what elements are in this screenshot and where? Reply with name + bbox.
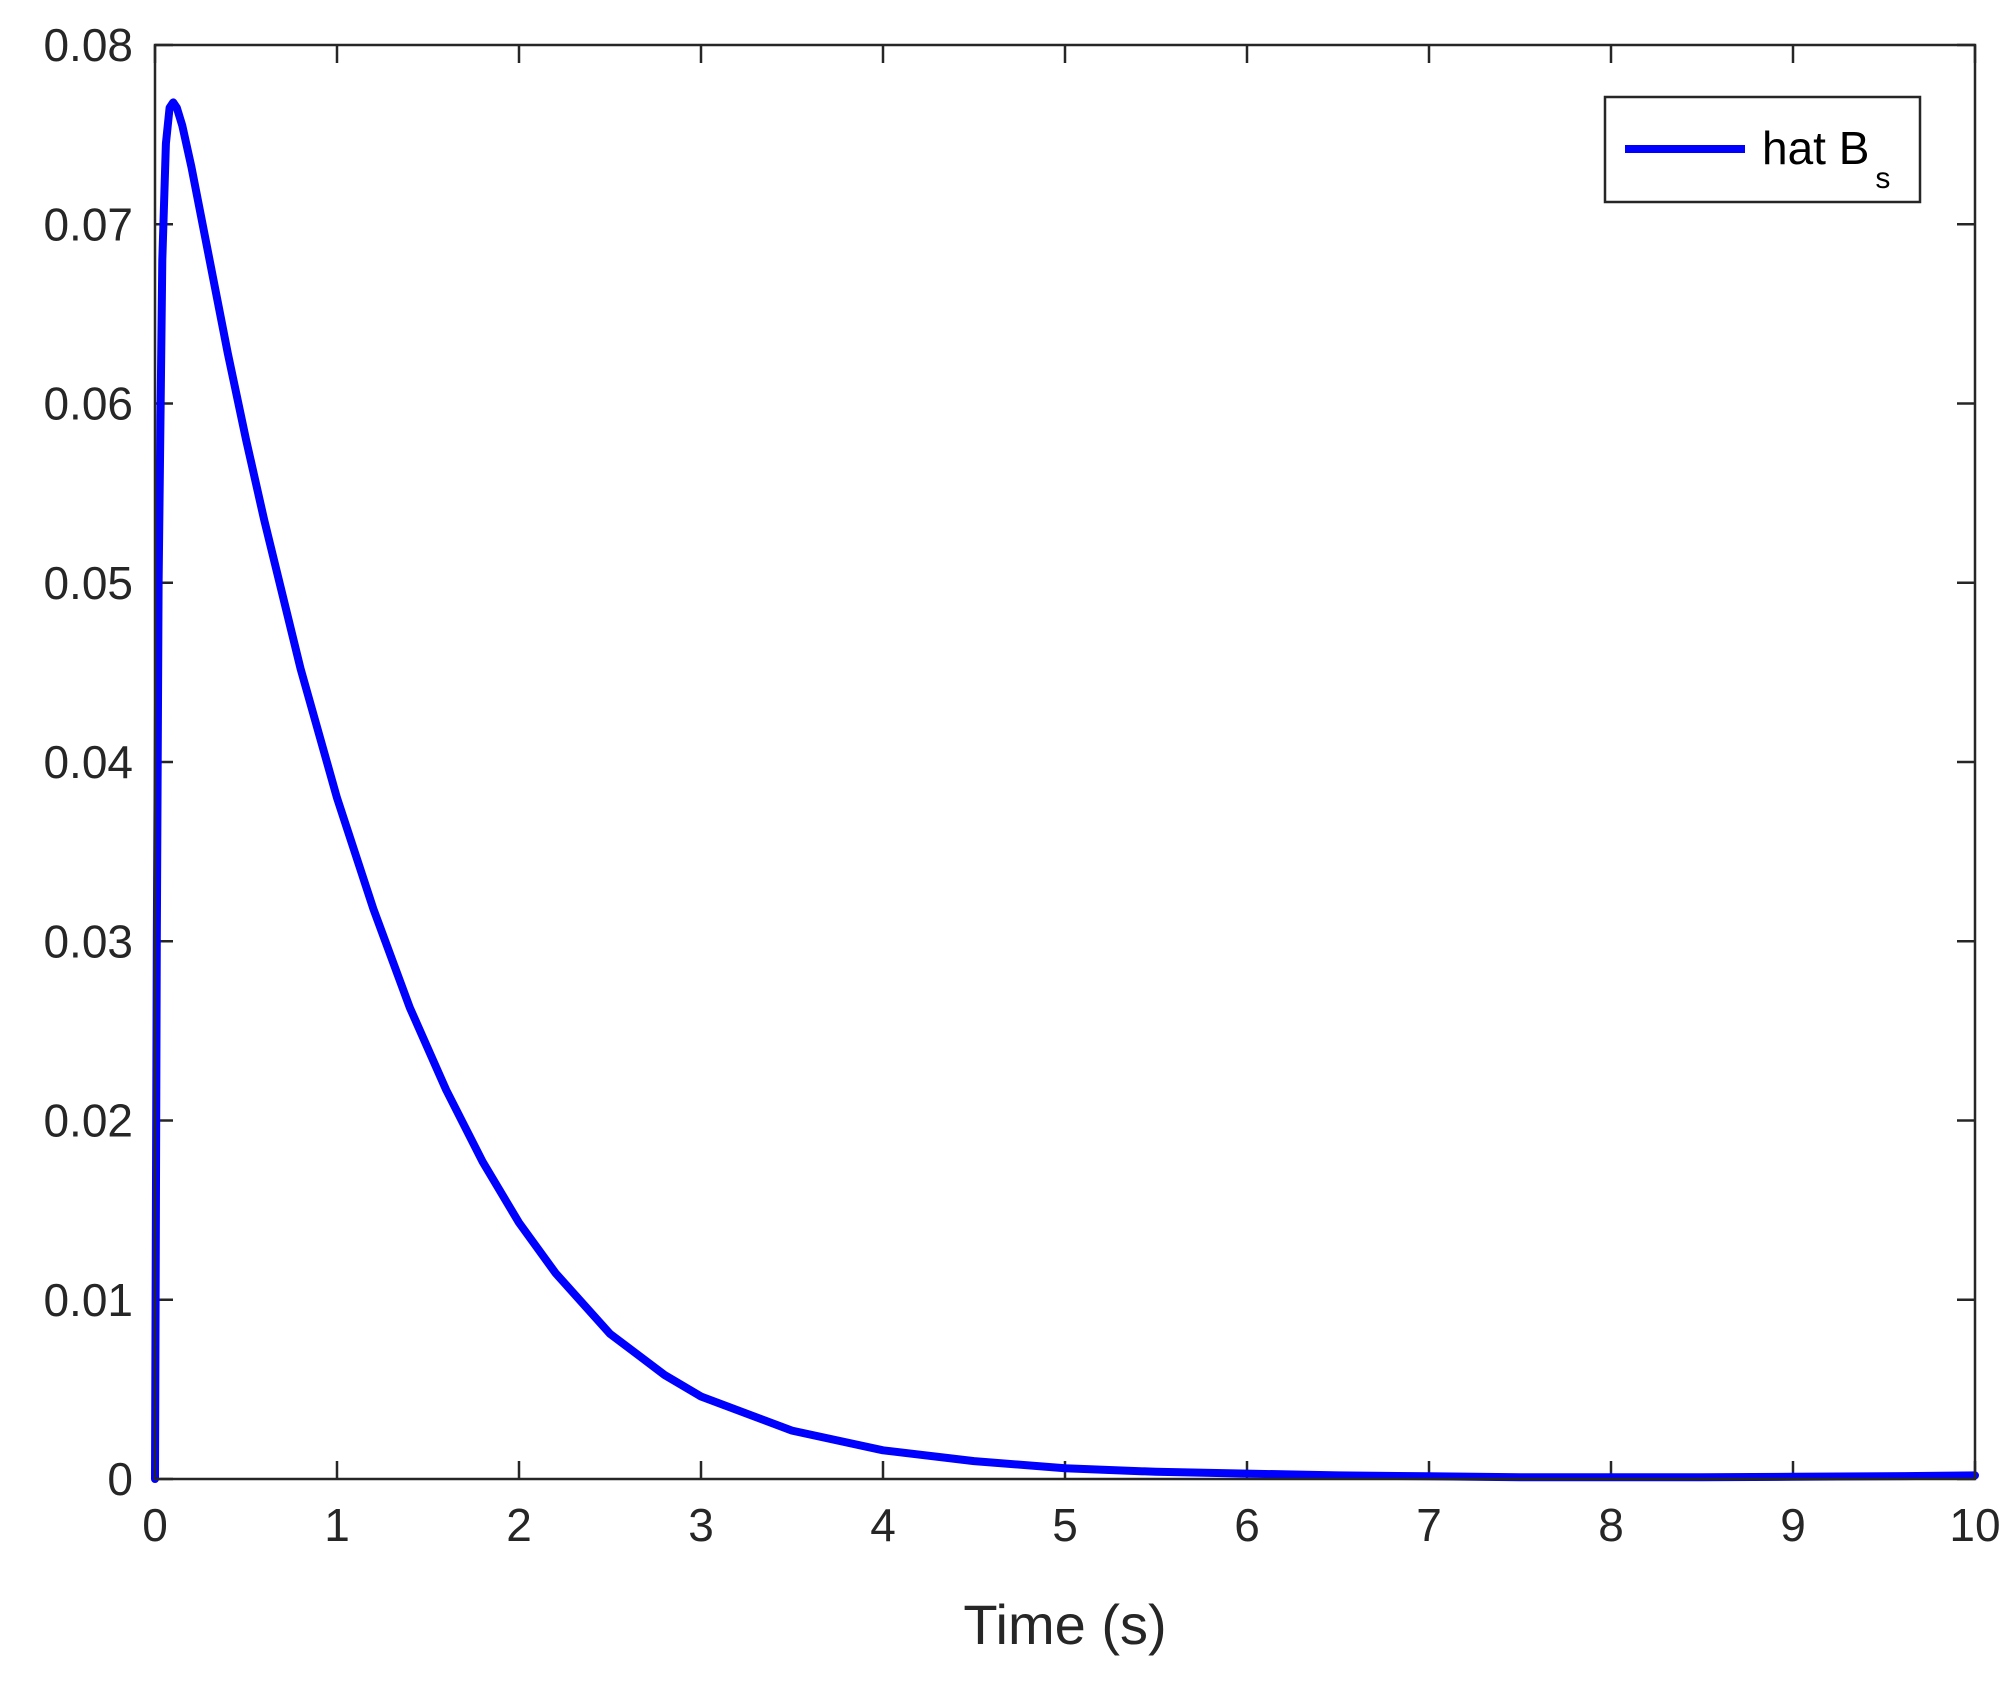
y-tick-label: 0.06: [43, 378, 133, 430]
x-tick-labels: 0 1 2 3 4 5 6 7 8 9 10: [142, 1499, 2000, 1551]
y-tick-labels: 0 0.01 0.02 0.03 0.04 0.05 0.06 0.07 0.08: [43, 19, 133, 1505]
x-tick-label: 0: [142, 1499, 168, 1551]
x-tick-label: 6: [1234, 1499, 1260, 1551]
y-tick-label: 0.08: [43, 19, 133, 71]
x-tick-label: 9: [1780, 1499, 1806, 1551]
legend-label-main: hat B: [1762, 122, 1869, 174]
x-tick-label: 8: [1598, 1499, 1624, 1551]
legend: hat Bs: [1603, 95, 1922, 204]
x-tick-label: 10: [1949, 1499, 2000, 1551]
y-tick-label: 0.07: [43, 198, 133, 250]
x-tick-label: 2: [506, 1499, 532, 1551]
legend-label-subscript: s: [1875, 162, 1890, 195]
y-tick-label: 0.04: [43, 736, 133, 788]
x-tick-label: 1: [324, 1499, 350, 1551]
x-axis-label: Time (s): [963, 1593, 1166, 1656]
y-tick-label: 0: [107, 1453, 133, 1505]
x-tick-label: 7: [1416, 1499, 1442, 1551]
y-tick-label: 0.02: [43, 1095, 133, 1147]
y-tick-label: 0.05: [43, 557, 133, 609]
plot-background: [155, 45, 1975, 1479]
series-line-hat-b-s: [151, 98, 1979, 1483]
plot-frame: [153, 43, 1977, 1481]
y-tick-label: 0.03: [43, 915, 133, 967]
x-tick-label: 5: [1052, 1499, 1078, 1551]
y-tick-label: 0.01: [43, 1274, 133, 1326]
x-tick-label: 3: [688, 1499, 714, 1551]
legend-label: hat Bs: [1762, 122, 1890, 195]
x-tick-label: 4: [870, 1499, 896, 1551]
